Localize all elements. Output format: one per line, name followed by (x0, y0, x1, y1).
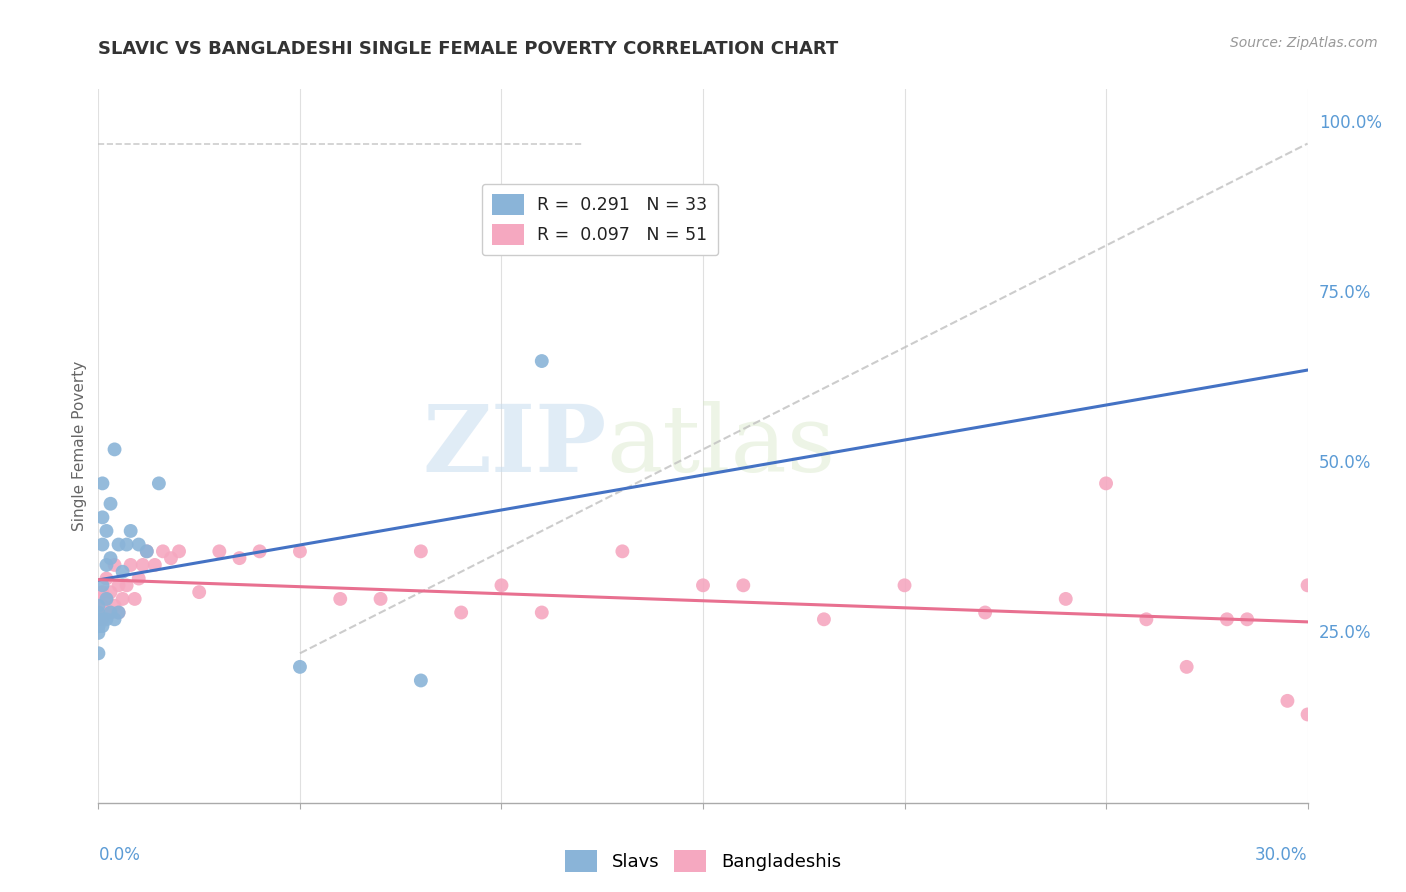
Point (1054, 591, 1077, 606)
Point (148, 476, 170, 491)
Point (128, 572, 150, 586)
Point (91, 578, 114, 592)
Point (288, 544, 311, 558)
Point (96, 591, 118, 606)
Point (450, 606, 472, 620)
Point (87, 591, 110, 606)
Point (91, 585, 114, 599)
Point (107, 606, 129, 620)
Point (111, 565, 134, 579)
Point (288, 660, 311, 674)
Point (107, 537, 129, 551)
Point (370, 591, 392, 606)
Point (87, 599, 110, 613)
Point (96, 572, 118, 586)
Point (1277, 694, 1299, 708)
Point (409, 673, 432, 688)
Point (1135, 612, 1157, 626)
Point (1216, 612, 1239, 626)
Point (103, 599, 125, 613)
Point (893, 578, 915, 592)
Point (1296, 707, 1319, 722)
Point (91, 599, 114, 613)
Text: 75.0%: 75.0% (1319, 284, 1371, 302)
Point (91, 510, 114, 524)
Point (228, 551, 250, 566)
Point (1296, 578, 1319, 592)
Point (143, 558, 166, 572)
Point (409, 544, 432, 558)
Point (87, 612, 110, 626)
Point (91, 537, 114, 551)
Point (160, 551, 183, 566)
Point (100, 606, 122, 620)
Point (87, 612, 110, 626)
Point (188, 585, 211, 599)
Point (87, 606, 110, 620)
Point (1236, 612, 1258, 626)
Point (167, 544, 190, 558)
Point (612, 544, 634, 558)
Point (249, 544, 271, 558)
Point (120, 524, 142, 538)
Point (135, 544, 157, 558)
Text: 100.0%: 100.0% (1319, 114, 1382, 132)
Point (128, 537, 150, 551)
Point (100, 551, 122, 566)
Point (96, 558, 118, 572)
Point (103, 612, 125, 626)
Point (91, 612, 114, 626)
Point (733, 578, 755, 592)
Point (115, 578, 138, 592)
Point (96, 524, 118, 538)
Point (96, 612, 118, 626)
Point (91, 612, 114, 626)
Point (107, 606, 129, 620)
Point (87, 619, 110, 633)
Point (100, 606, 122, 620)
Point (91, 476, 114, 491)
Point (107, 578, 129, 592)
Point (692, 578, 714, 592)
Point (96, 591, 118, 606)
Point (1175, 660, 1198, 674)
Legend: Slavs, Bangladeshis: Slavs, Bangladeshis (558, 843, 848, 880)
Point (87, 619, 110, 633)
Text: 30.0%: 30.0% (1256, 846, 1308, 863)
Point (974, 606, 997, 620)
Y-axis label: Single Female Poverty: Single Female Poverty (72, 361, 87, 531)
Point (91, 619, 114, 633)
Text: Source: ZipAtlas.com: Source: ZipAtlas.com (1230, 36, 1378, 50)
Point (100, 585, 122, 599)
Point (103, 442, 125, 457)
Point (87, 626, 110, 640)
Text: SLAVIC VS BANGLADESHI SINGLE FEMALE POVERTY CORRELATION CHART: SLAVIC VS BANGLADESHI SINGLE FEMALE POVE… (98, 40, 838, 58)
Point (530, 606, 553, 620)
Point (132, 558, 155, 572)
Point (135, 544, 157, 558)
Point (120, 558, 142, 572)
Point (329, 591, 352, 606)
Point (100, 497, 122, 511)
Text: 50.0%: 50.0% (1319, 454, 1371, 472)
Point (124, 591, 146, 606)
Point (103, 558, 125, 572)
Point (1095, 476, 1118, 491)
Point (111, 591, 134, 606)
Text: ZIP: ZIP (422, 401, 606, 491)
Point (152, 544, 174, 558)
Point (208, 544, 231, 558)
Text: atlas: atlas (606, 401, 835, 491)
Point (115, 537, 138, 551)
Point (491, 578, 513, 592)
Point (96, 606, 118, 620)
Text: 0.0%: 0.0% (98, 846, 141, 863)
Point (87, 646, 110, 660)
Point (530, 354, 553, 368)
Text: 25.0%: 25.0% (1319, 624, 1371, 642)
Point (813, 612, 835, 626)
